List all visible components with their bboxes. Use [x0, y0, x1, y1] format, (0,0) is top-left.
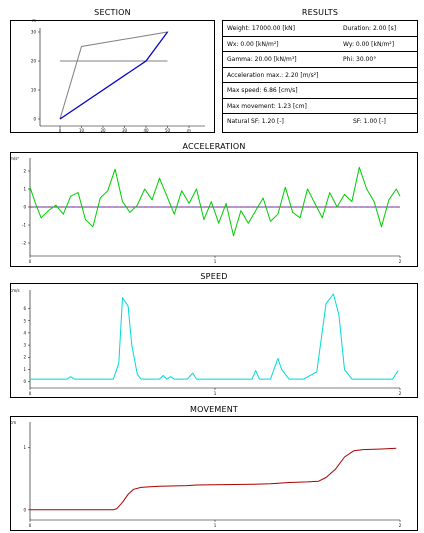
results-row: Wx: 0.00 [kN/m²] Wy: 0.00 [kN/m²]: [223, 37, 417, 52]
wy-value: Wy: 0.00 [kN/m²]: [343, 40, 395, 48]
section-x-tick-label: 0: [59, 128, 62, 133]
y-tick-label: 3: [23, 343, 26, 348]
section-y-tick-label: 10: [31, 88, 37, 93]
series-line: [29, 166, 401, 237]
y-unit-label: cm: [10, 420, 16, 425]
y-tick-label: -1: [22, 223, 26, 228]
speed-panel: [10, 283, 418, 398]
max-speed-value: Max speed: 6.86 [cm/s]: [227, 87, 298, 94]
results-table: Weight: 17000.00 [kN] Duration: 2.00 [s]…: [222, 20, 418, 133]
section-y-tick-label: 20: [31, 59, 37, 64]
acceleration-panel: [10, 152, 418, 267]
movement-title: MOVEMENT: [189, 405, 238, 414]
y-tick-label: 0: [23, 507, 26, 512]
results-row: Acceleration max.: 2.20 [m/s²]: [223, 68, 417, 83]
y-tick-label: 0: [23, 379, 26, 384]
wx-value: Wx: 0.00 [kN/m²]: [227, 40, 279, 48]
section-panel: [10, 20, 215, 133]
x-tick-label: 1: [214, 259, 217, 264]
y-tick-label: 1: [23, 445, 26, 450]
y-unit-label: cm/s: [10, 288, 20, 293]
max-movement-value: Max movement: 1.23 [cm]: [227, 102, 307, 110]
speed-title: SPEED: [200, 272, 228, 281]
y-tick-label: 1: [23, 187, 26, 192]
results-row: Gamma: 20.00 [kN/m³] Phi: 30.00°: [223, 52, 417, 68]
y-tick-label: 2: [23, 355, 26, 360]
results-row: Natural SF: 1.20 [-] SF: 1.00 [-]: [223, 114, 417, 130]
results-title: RESULTS: [301, 8, 339, 17]
y-tick-label: 2: [23, 169, 26, 174]
section-y-tick-label: 30: [31, 30, 37, 35]
x-tick-label: 0: [29, 259, 32, 264]
y-tick-label: 1: [23, 367, 26, 372]
movement-panel: [10, 416, 418, 531]
results-row: Weight: 17000.00 [kN] Duration: 2.00 [s]: [223, 21, 417, 37]
duration-value: Duration: 2.00 [s]: [343, 25, 397, 32]
weight-value: Weight: 17000.00 [kN]: [227, 25, 296, 32]
y-tick-label: -2: [22, 241, 26, 246]
y-unit-label: m/s²: [10, 156, 19, 161]
x-tick-label: 2: [399, 391, 402, 396]
x-tick-label: 2: [399, 259, 402, 264]
sf-value: SF: 1.00 [-]: [353, 118, 386, 125]
results-row: Max movement: 1.23 [cm]: [223, 99, 417, 114]
section-x-tick-label: 30: [122, 128, 128, 133]
acceleration-title: ACCELERATION: [182, 142, 246, 151]
x-tick-label: 1: [214, 523, 217, 528]
section-failure-line: [59, 31, 168, 120]
gamma-value: Gamma: 20.00 [kN/m³]: [227, 56, 297, 63]
x-tick-label: 2: [399, 523, 402, 528]
section-y-tick-label: m: [32, 18, 36, 23]
series-line: [30, 447, 397, 511]
section-x-tick-label: 10: [79, 128, 85, 133]
x-tick-label: 0: [29, 523, 32, 528]
x-tick-label: 1: [214, 391, 217, 396]
natural-sf-value: Natural SF: 1.20 [-]: [227, 118, 284, 125]
section-x-tick-label: m: [187, 128, 191, 133]
results-row: Max speed: 6.86 [cm/s]: [223, 83, 417, 99]
y-tick-label: 0: [23, 205, 26, 210]
section-x-tick-label: 20: [100, 128, 106, 133]
series-line: [30, 293, 399, 380]
phi-value: Phi: 30.00°: [343, 56, 377, 63]
section-x-tick-label: 40: [143, 128, 149, 133]
y-tick-label: 6: [23, 306, 26, 311]
section-x-tick-label: 50: [165, 128, 171, 133]
section-y-tick-label: 0: [33, 117, 36, 122]
x-tick-label: 0: [29, 391, 32, 396]
acceleration-max-value: Acceleration max.: 2.20 [m/s²]: [227, 71, 319, 79]
section-title: SECTION: [94, 8, 131, 17]
y-tick-label: 5: [23, 318, 26, 323]
y-tick-label: 4: [23, 330, 26, 335]
